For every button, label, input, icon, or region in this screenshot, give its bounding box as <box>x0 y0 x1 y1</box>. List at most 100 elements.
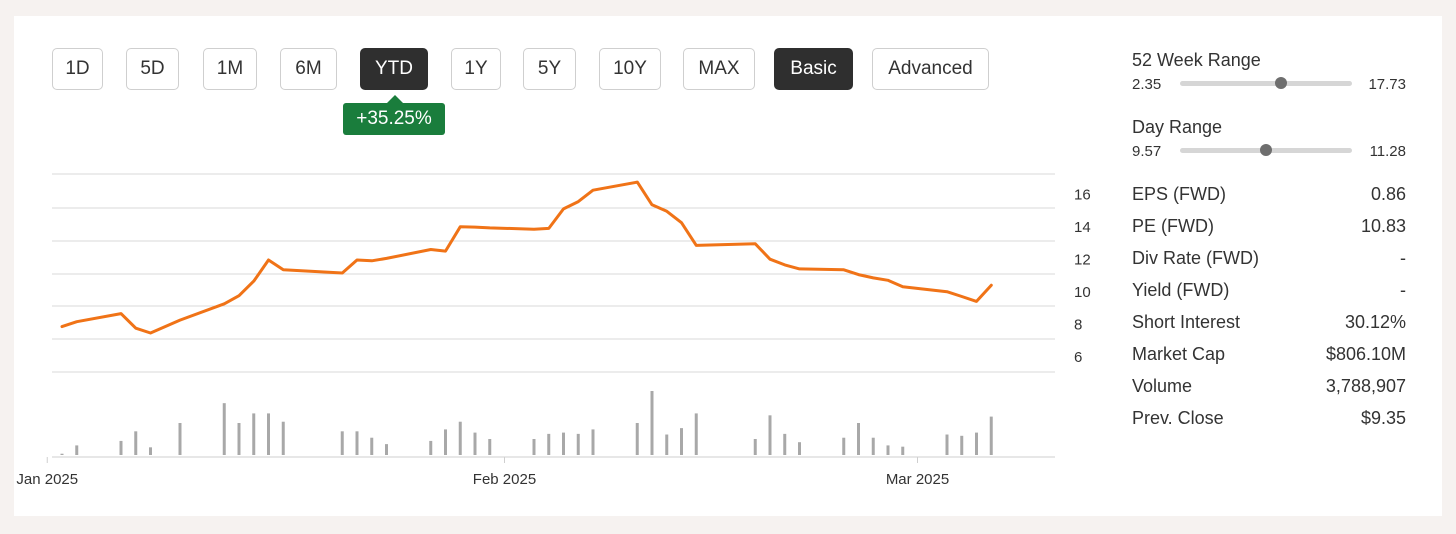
timeframe-button-1y[interactable]: 1Y <box>451 48 501 90</box>
stat-label: PE (FWD) <box>1132 216 1214 236</box>
y-tick-label: 12 <box>1074 251 1091 268</box>
volume-bar <box>591 429 595 455</box>
day-range-title: Day Range <box>1132 117 1223 137</box>
stat-label: EPS (FWD) <box>1132 184 1226 204</box>
volume-bar <box>149 447 152 455</box>
week52-range-track <box>1180 81 1352 86</box>
x-axis-ticks: Jan 2025 Feb 2025 Mar 2025 <box>16 457 949 488</box>
volume-bar <box>857 423 860 455</box>
timeframe-button-5d[interactable]: 5D <box>126 48 179 90</box>
view-mode-button-advanced[interactable]: Advanced <box>872 48 989 90</box>
volume-bar <box>547 433 551 455</box>
volume-bar <box>340 431 344 455</box>
stat-row: Short Interest 30.12% <box>1132 312 1406 340</box>
volume-bar <box>576 433 580 455</box>
volume-bar <box>871 437 875 455</box>
volume-bars <box>60 391 993 455</box>
x-tick-label: Feb 2025 <box>473 471 536 488</box>
volume-bar <box>886 445 890 455</box>
price-line <box>60 180 993 335</box>
volume-bar <box>222 403 226 455</box>
volume-bar <box>665 434 669 455</box>
stat-value: 10.83 <box>1360 216 1406 236</box>
volume-bar <box>945 434 949 455</box>
timeframe-button-10y[interactable]: 10Y <box>599 48 661 90</box>
y-tick-label: 14 <box>1074 219 1091 236</box>
day-range-low: 9.57 <box>1132 143 1162 160</box>
x-tick-label: Mar 2025 <box>886 471 949 488</box>
volume-bar <box>768 415 772 455</box>
volume-bar <box>281 421 285 455</box>
stat-value: 0.86 <box>1370 184 1406 204</box>
stock-chart-card: 1D 5D 1M 6M YTD 1Y 5Y 10Y MAX Basic Advanced +35.2… <box>14 16 1442 516</box>
y-tick-label: 16 <box>1074 186 1091 203</box>
volume-bar <box>370 437 374 455</box>
volume-bar <box>75 445 79 455</box>
stat-value: 3,788,907 <box>1325 376 1406 396</box>
volume-bar <box>989 416 993 455</box>
ytd-change-badge: +35.25% <box>343 95 445 135</box>
stat-row: EPS (FWD) 0.86 <box>1132 184 1406 212</box>
volume-bar <box>960 435 964 455</box>
volume-bar <box>842 437 846 455</box>
volume-bar <box>753 439 757 455</box>
stat-row: Yield (FWD) - <box>1132 280 1406 308</box>
volume-bar <box>119 440 123 455</box>
timeframe-button-6m[interactable]: 6M <box>280 48 337 90</box>
volume-bar <box>694 413 698 455</box>
volume-bar <box>975 432 978 455</box>
y-tick-label: 8 <box>1074 316 1082 333</box>
timeframe-button-max[interactable]: MAX <box>683 48 755 90</box>
volume-bar <box>488 439 492 455</box>
stat-label: Volume <box>1132 376 1193 396</box>
volume-bar <box>429 440 433 455</box>
volume-bar <box>680 428 683 455</box>
volume-bar <box>252 413 256 455</box>
stat-label: Market Cap <box>1132 344 1226 364</box>
volume-bar <box>444 429 447 455</box>
chart-gridlines <box>52 173 1055 373</box>
week52-range-high: 17.73 <box>1368 76 1406 93</box>
stat-row: Div Rate (FWD) - <box>1132 248 1406 276</box>
volume-bar <box>355 431 359 455</box>
volume-bar <box>60 453 64 455</box>
volume-bar <box>458 421 462 455</box>
y-tick-label: 10 <box>1074 284 1091 301</box>
stat-label: Yield (FWD) <box>1132 280 1230 300</box>
timeframe-button-ytd[interactable]: YTD <box>360 48 428 90</box>
stat-value: $806.10M <box>1325 344 1406 364</box>
stat-row: Volume 3,788,907 <box>1132 376 1406 404</box>
day-range-high: 11.28 <box>1369 143 1406 160</box>
x-tick-label: Jan 2025 <box>16 471 78 488</box>
volume-bar <box>783 433 787 455</box>
volume-bar <box>473 432 477 455</box>
volume-bar <box>134 431 138 455</box>
stat-value: - <box>1400 248 1406 268</box>
volume-bar <box>798 442 801 455</box>
y-tick-label: 6 <box>1074 349 1082 366</box>
stat-value: 30.12% <box>1344 312 1406 332</box>
stat-row: Market Cap $806.10M <box>1132 344 1406 372</box>
week52-range-low: 2.35 <box>1132 76 1162 93</box>
volume-bar <box>267 413 270 455</box>
y-axis-ticks: 6 8 10 12 14 16 <box>1074 186 1091 365</box>
week52-range-thumb <box>1275 77 1288 89</box>
day-range-thumb <box>1260 144 1272 156</box>
volume-bar <box>178 423 182 455</box>
stat-row: PE (FWD) 10.83 <box>1132 216 1406 244</box>
price-chart: 6 8 10 12 14 16 Jan 2025 Feb 2025 Mar 2025 <box>16 173 1091 488</box>
stat-value: $9.35 <box>1360 408 1406 428</box>
stat-label: Div Rate (FWD) <box>1132 248 1259 268</box>
stat-label: Prev. Close <box>1132 408 1224 428</box>
timeframe-button-5y[interactable]: 5Y <box>523 48 576 90</box>
volume-bar <box>635 423 639 455</box>
volume-bar <box>650 391 654 455</box>
timeframe-button-1m[interactable]: 1M <box>203 48 257 90</box>
volume-bar <box>385 444 388 455</box>
volume-bar <box>237 423 241 455</box>
view-mode-button-basic[interactable]: Basic <box>774 48 853 90</box>
week52-range-title: 52 Week Range <box>1132 50 1261 70</box>
timeframe-button-1d[interactable]: 1D <box>52 48 103 90</box>
stat-row: Prev. Close $9.35 <box>1132 408 1406 436</box>
volume-bar <box>562 432 565 455</box>
